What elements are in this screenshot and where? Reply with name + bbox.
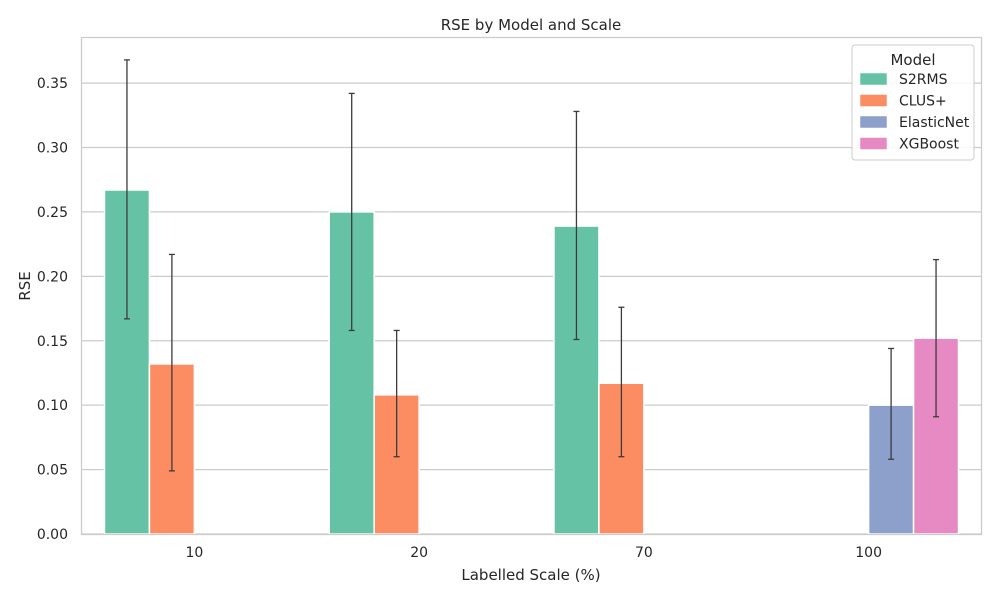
y-tick-label: 0.15	[37, 334, 68, 350]
plot-frame	[80, 36, 983, 536]
error-bar	[393, 329, 400, 458]
legend-label: XGBoost	[899, 137, 959, 153]
legend-swatch	[859, 115, 888, 129]
y-tick-label: 0.20	[37, 269, 68, 285]
error-bars-layer	[123, 59, 940, 472]
y-tick-label: 0.25	[37, 205, 68, 221]
y-tick-labels: 0.00 0.05 0.10 0.15 0.20 0.25 0.30 0.35	[37, 76, 68, 543]
x-tick-label: 100	[855, 545, 882, 561]
legend-label: S2RMS	[899, 72, 948, 88]
legend-label: CLUS+	[899, 94, 947, 110]
legend-swatch	[859, 72, 888, 86]
legend-title: Model	[890, 51, 935, 69]
y-tick-label: 0.00	[37, 527, 68, 543]
x-tick-label: 70	[635, 545, 653, 561]
error-bar	[348, 92, 355, 332]
grid-layer	[82, 82, 981, 535]
y-tick-label: 0.35	[37, 76, 68, 92]
bars-layer	[103, 189, 960, 535]
x-tick-label: 10	[185, 545, 203, 561]
y-tick-label: 0.30	[37, 141, 68, 157]
error-bar	[573, 110, 580, 341]
error-bar	[618, 306, 625, 458]
error-bar	[168, 253, 175, 472]
y-tick-label: 0.05	[37, 463, 68, 479]
error-bar	[888, 347, 895, 460]
legend-swatch	[859, 137, 888, 150]
legend: Model S2RMS CLUS+ ElasticNet XGBoost	[851, 44, 975, 161]
error-bar	[123, 59, 130, 320]
y-tick-label: 0.10	[37, 398, 68, 414]
y-axis-title: RSE	[16, 271, 34, 300]
chart-title: RSE by Model and Scale	[441, 16, 622, 34]
legend-label: ElasticNet	[899, 115, 970, 131]
x-axis-title: Labelled Scale (%)	[461, 566, 600, 584]
x-tick-labels: 10 20 70 100	[185, 545, 882, 561]
error-bar	[933, 258, 940, 418]
legend-items: S2RMS CLUS+ ElasticNet XGBoost	[859, 72, 970, 153]
legend-swatch	[859, 94, 888, 107]
x-tick-label: 20	[410, 545, 428, 561]
